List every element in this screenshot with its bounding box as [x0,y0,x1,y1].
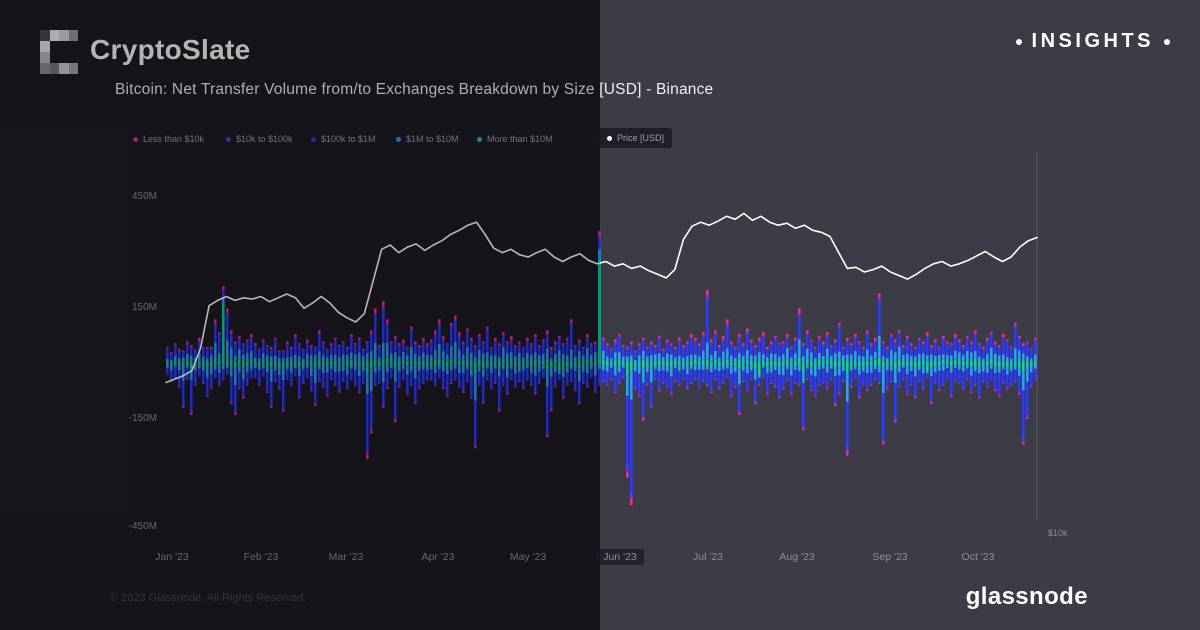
legend-dot-icon [311,136,316,142]
x-axis-tick-sep: Sep '23 [872,551,908,563]
chart-title: Bitcoin: Net Transfer Volume from/to Exc… [115,81,714,98]
bullet-icon [1164,38,1170,45]
x-axis-tick-oct: Oct '23 [961,551,995,563]
legend-dot-icon [133,136,138,142]
glassnode-wordmark: glassnode [965,583,1088,610]
y-axis-tick-150m: 150M [131,302,157,313]
legend-dot-icon [607,135,612,141]
price-axis-tick-10k: $10k [1048,528,1068,538]
x-axis-tick-aug: Aug '23 [779,551,815,563]
legend-dot-icon [396,136,401,142]
x-axis-tick-jan: Jan '23 [155,551,189,563]
y-axis-tick-neg450m: -450M [128,521,157,532]
legend-item-1m-10m: $1M to $10M [396,132,459,146]
legend-item-more-than-10m: More than $10M [477,132,553,146]
legend-item-less-than-10k: Less than $10k [133,132,204,146]
y-axis-tick-450m: 450M [131,191,157,202]
x-axis-tick-jun: Jun '23 [596,549,644,565]
legend-item-100k-1m: $100k to $1M [311,132,376,146]
x-axis-tick-feb: Feb '23 [243,551,279,563]
brand-wordmark: CryptoSlate [90,34,251,65]
legend-label: $1M to $10M [406,134,459,144]
legend-label: Price [USD] [617,133,665,143]
x-axis-tick-mar: Mar '23 [328,551,364,563]
x-axis-tick-apr: Apr '23 [421,551,455,563]
x-axis-tick-jul: Jul '23 [692,551,724,563]
legend-label: Less than $10k [143,134,205,144]
dark-background-panel [0,0,600,630]
legend-label: $10k to $100k [236,134,293,144]
legend-item-10k-100k: $10k to $100k [226,132,293,146]
insights-badge: INSIGHTS [1015,30,1170,53]
y-axis-tick-neg150m: -150M [128,413,157,424]
legend-item-price-usd: Price [USD] [599,128,673,148]
x-axis-tick-may: May '23 [509,551,547,563]
legend-label: More than $10M [487,134,553,144]
insights-label: INSIGHTS [1031,30,1154,52]
legend-label: $100k to $1M [321,134,376,144]
bullet-icon [1015,38,1022,45]
cryptoslate-logo-icon [40,30,78,74]
legend-dot-icon [226,136,231,142]
legend-dot-icon [477,136,482,142]
copyright-text: © 2023 Glassnode. All Rights Reserved. [110,592,307,604]
